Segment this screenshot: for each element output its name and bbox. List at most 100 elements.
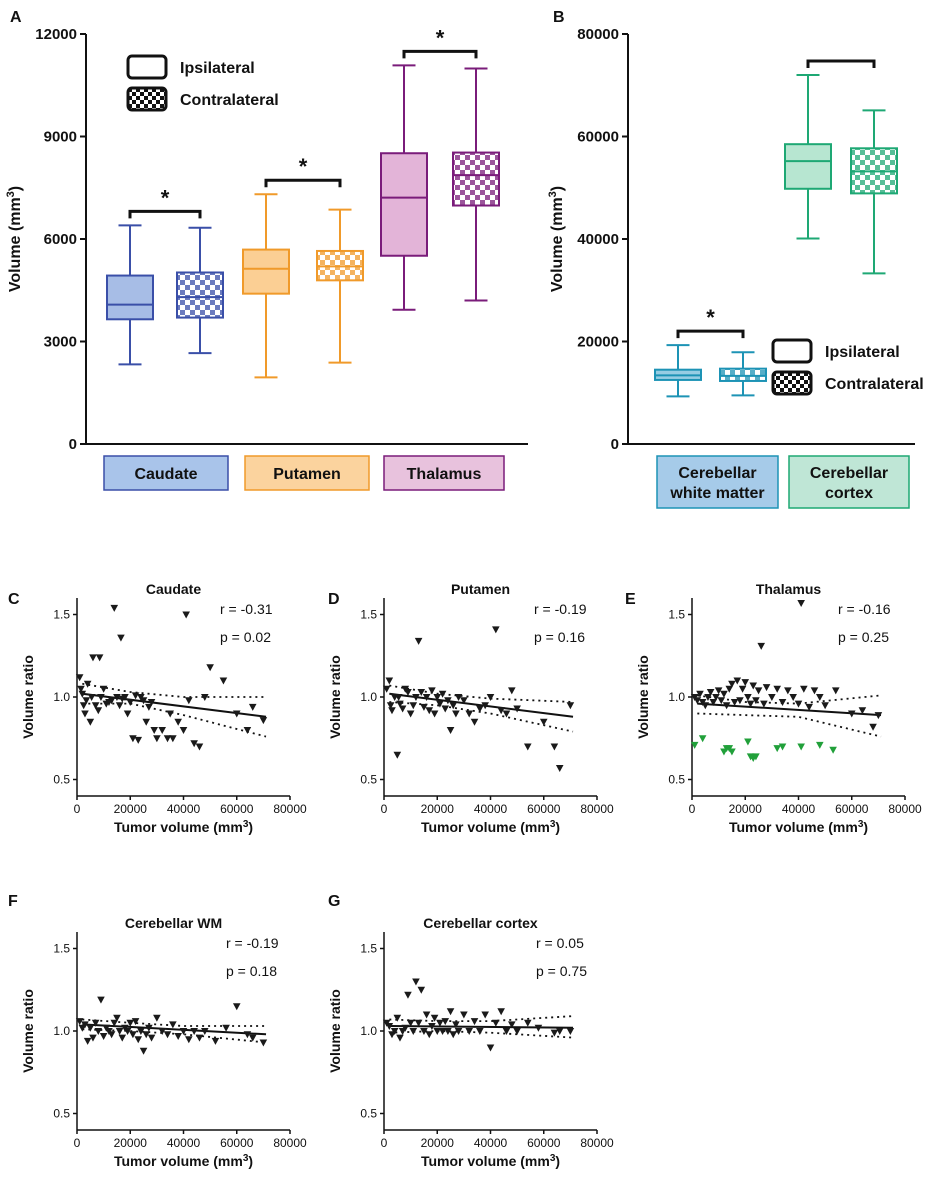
data-point (182, 611, 190, 619)
data-point (438, 1028, 447, 1035)
data-point (99, 1032, 108, 1040)
data-point (134, 736, 143, 744)
data-point (768, 694, 776, 701)
data-point (486, 694, 495, 701)
data-point (460, 697, 468, 705)
y-tick-label: 1.0 (360, 1024, 377, 1038)
r-value: r = -0.19 (226, 935, 279, 951)
chart-title: Thalamus (756, 581, 822, 597)
data-point (113, 1014, 121, 1022)
data-point (523, 743, 532, 751)
category-label: Cerebellar (810, 465, 888, 482)
data-point (465, 1028, 473, 1035)
data-point (550, 743, 559, 751)
p-value: p = 0.16 (534, 629, 585, 645)
data-point (869, 723, 877, 731)
x-tick-label: 40000 (782, 802, 816, 816)
data-point (425, 1031, 434, 1039)
data-point (481, 1011, 489, 1019)
data-point (83, 680, 92, 688)
data-point (201, 694, 209, 701)
data-point (243, 727, 252, 734)
y-axis-label: Volume ratio (635, 655, 651, 739)
data-point (163, 1031, 172, 1039)
data-point (94, 707, 103, 715)
data-point (123, 1028, 132, 1035)
data-point (736, 697, 744, 705)
legend-swatch-ipsilateral (126, 54, 168, 80)
data-point (94, 1028, 103, 1035)
regression-line (389, 1025, 574, 1029)
data-point-green (829, 746, 837, 754)
x-tick-label: 0 (689, 802, 696, 816)
data-point (97, 694, 105, 701)
data-point (388, 707, 396, 715)
data-point (95, 654, 104, 662)
panel-label-G: G (328, 893, 340, 910)
data-point (470, 718, 479, 726)
data-point (714, 687, 723, 695)
category-label: Caudate (134, 466, 197, 483)
box-contralateral (176, 271, 224, 319)
y-tick-label: 1.5 (360, 942, 377, 956)
ci-upper-band (389, 684, 574, 703)
chart-title: Putamen (451, 581, 510, 597)
category-label: white matter (669, 485, 764, 502)
data-point (508, 1021, 516, 1029)
data-point (89, 1034, 97, 1042)
data-point (126, 1019, 135, 1027)
data-point (481, 702, 489, 710)
data-point (523, 1019, 532, 1027)
panel-label-D: D (328, 591, 340, 608)
box-ipsilateral (784, 143, 832, 190)
x-tick-label: 20000 (729, 802, 763, 816)
y-axis-label: Volume (mm3) (5, 186, 24, 292)
data-point (794, 700, 803, 708)
data-point (874, 712, 883, 720)
data-point-green (773, 745, 781, 753)
data-point (123, 710, 132, 718)
data-point (784, 687, 792, 695)
data-point (497, 1008, 505, 1016)
data-point (232, 1003, 241, 1011)
data-point (115, 1028, 124, 1035)
data-point (259, 717, 268, 725)
data-point (153, 735, 161, 743)
panel-d-scatter: 0.5 1.0 1.5 0 20000 40000 60000 80000 Tumor volu… (327, 581, 614, 835)
y-tick-label: 80000 (577, 26, 619, 43)
legend: Ipsilateral Contralateral (126, 54, 279, 112)
data-point-green (797, 743, 805, 751)
data-point (406, 1019, 415, 1027)
x-tick-label: 60000 (835, 802, 869, 816)
data-point (831, 687, 840, 695)
data-point (131, 1018, 140, 1026)
data-point (555, 764, 564, 772)
data-point (417, 986, 426, 994)
panel-g-scatter: 0.5 1.0 1.5 0 20000 40000 60000 80000 Tumor volu… (327, 915, 614, 1169)
data-point (86, 718, 95, 726)
data-point (534, 1024, 543, 1032)
data-point (185, 1036, 193, 1044)
x-tick-label: 40000 (474, 802, 508, 816)
panel-a-boxplot: 0 3000 6000 9000 12000 Volume (mm3) * * * Ipsilat… (5, 25, 528, 491)
data-point (420, 703, 428, 711)
data-point (190, 740, 198, 748)
box-contralateral (452, 151, 500, 207)
data-point (454, 1028, 463, 1035)
chart-title: Cerebellar WM (125, 915, 222, 931)
data-point (91, 702, 100, 710)
significance-star: * (706, 305, 715, 330)
data-point (762, 684, 771, 692)
data-point (789, 694, 797, 701)
y-tick-label: 60000 (577, 129, 619, 146)
data-point (83, 1037, 92, 1045)
data-point (805, 703, 813, 711)
data-point (147, 698, 156, 706)
data-point (502, 1028, 511, 1035)
y-tick-label: 0 (611, 436, 619, 453)
x-axis-label: Tumor volume (mm3) (729, 819, 868, 836)
y-tick-label: 1.5 (53, 608, 70, 622)
data-point (401, 1024, 410, 1032)
y-tick-label: 1.0 (53, 690, 70, 704)
panel-label-F: F (8, 893, 18, 910)
